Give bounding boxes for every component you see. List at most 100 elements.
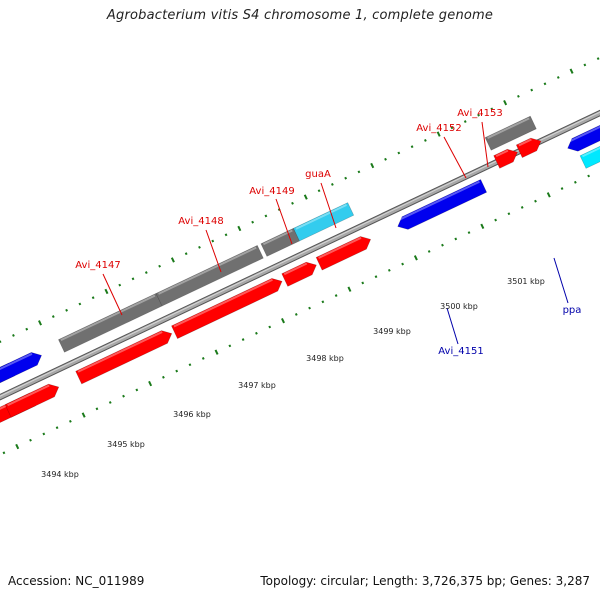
- forward-cds-left-b: [4, 383, 60, 418]
- kbp-label-3500: 3500 kbp: [440, 302, 478, 311]
- outer-tick: [410, 145, 414, 149]
- inner-tick: [268, 325, 272, 329]
- inner-tick: [135, 388, 139, 392]
- inner-tick: [15, 443, 20, 450]
- inner-tick: [546, 192, 551, 198]
- inner-tick: [69, 419, 72, 423]
- inner-tick: [480, 223, 485, 230]
- genome-summary-text: Topology: circular; Length: 3,726,375 bp…: [260, 574, 590, 588]
- inner-tick: [387, 268, 391, 272]
- outer-tick: [198, 245, 201, 249]
- gene-label-avi-4148: Avi_4148: [178, 216, 223, 227]
- outer-tick: [490, 107, 494, 111]
- kbp-label-3494: 3494 kbp: [41, 470, 79, 479]
- outer-tick: [78, 302, 82, 306]
- outer-tick: [303, 194, 308, 200]
- outer-tick: [397, 151, 401, 155]
- inner-tick: [2, 451, 6, 455]
- inner-tick: [241, 338, 245, 341]
- kbp-label-3495: 3495 kbp: [107, 440, 145, 449]
- inner-tick: [281, 318, 285, 324]
- cds-avi4151: [397, 179, 488, 230]
- cds-avi4148-highlight: [173, 278, 273, 328]
- gene-guaA-highlight: [295, 203, 347, 230]
- outer-tick: [330, 183, 334, 186]
- gene-avi4152-4153: [484, 115, 537, 151]
- gene-guaA: [293, 202, 355, 242]
- kbp-label-3496: 3496 kbp: [173, 410, 211, 419]
- outer-tick: [477, 113, 480, 117]
- inner-tick: [560, 187, 564, 190]
- cds-avi4152: [493, 148, 518, 169]
- inner-tick: [361, 281, 365, 285]
- inner-tick: [507, 212, 511, 216]
- feature-track: [0, 115, 600, 423]
- leader-avi-4153: [481, 121, 489, 168]
- inner-tick: [441, 243, 444, 247]
- outer-tick: [51, 315, 55, 318]
- inner-tick: [334, 294, 338, 297]
- inner-tick: [81, 412, 86, 418]
- inner-tick: [401, 262, 404, 266]
- inner-tick: [188, 363, 192, 367]
- outer-tick: [450, 126, 454, 130]
- outer-tick: [370, 162, 375, 169]
- label-leaders: [102, 121, 569, 345]
- outer-tick: [517, 94, 520, 98]
- outer-tick: [543, 82, 547, 86]
- inner-tick: [308, 306, 311, 310]
- inner-tick: [427, 250, 431, 253]
- kbp-label-3499: 3499 kbp: [373, 327, 411, 336]
- outer-tick: [170, 257, 175, 263]
- outer-tick: [251, 220, 255, 224]
- cds-avi4147-highlight: [77, 331, 163, 373]
- outer-tick: [344, 176, 348, 180]
- outer-tick-ring: [0, 57, 600, 344]
- forward-cds-left-b-highlight: [7, 384, 50, 407]
- inner-tick: [413, 255, 418, 261]
- cds-right-a-highlight: [566, 125, 600, 144]
- outer-tick: [144, 271, 148, 274]
- outer-tick: [530, 88, 534, 92]
- inner-tick: [214, 349, 219, 355]
- inner-tick: [520, 206, 524, 209]
- outer-tick: [436, 131, 441, 137]
- inner-tick: [42, 432, 46, 436]
- outer-tick: [596, 57, 600, 61]
- cds-avi4151-highlight: [396, 180, 480, 222]
- outer-tick: [184, 252, 188, 256]
- gene-label-guaa: guaA: [305, 169, 331, 180]
- reverse-cds-left-b: [0, 352, 42, 384]
- inner-tick: [454, 237, 458, 241]
- outer-tick: [291, 201, 294, 205]
- cds-avi4149-highlight: [283, 262, 308, 276]
- inner-tick: [122, 394, 125, 398]
- outer-tick: [224, 233, 228, 237]
- outer-tick: [317, 189, 321, 193]
- cds-avi4149: [281, 261, 317, 287]
- leader-avi-4147: [102, 273, 123, 316]
- cds-avi4153-highlight: [518, 138, 532, 147]
- inner-tick: [347, 286, 352, 292]
- gene-avi4148: [155, 245, 264, 307]
- outer-tick: [0, 340, 2, 344]
- gene-label-avi-4152: Avi_4152: [416, 123, 461, 134]
- outer-tick: [25, 327, 29, 331]
- leader-guaa: [320, 182, 337, 229]
- gene-ppa-highlight: [582, 146, 600, 158]
- outer-tick: [384, 157, 387, 161]
- outer-tick: [424, 138, 427, 142]
- inner-tick: [55, 426, 59, 430]
- inner-tick-ring: [2, 174, 591, 455]
- inner-tick: [255, 331, 258, 335]
- outer-tick: [158, 264, 161, 268]
- inner-tick: [175, 369, 179, 373]
- inner-tick: [294, 312, 298, 316]
- kbp-label-3501: 3501 kbp: [507, 277, 545, 286]
- inner-tick: [467, 231, 471, 235]
- outer-tick: [12, 334, 15, 337]
- leader-ppa: [553, 257, 569, 304]
- gene-label-avi-4151: Avi_4151: [438, 346, 483, 357]
